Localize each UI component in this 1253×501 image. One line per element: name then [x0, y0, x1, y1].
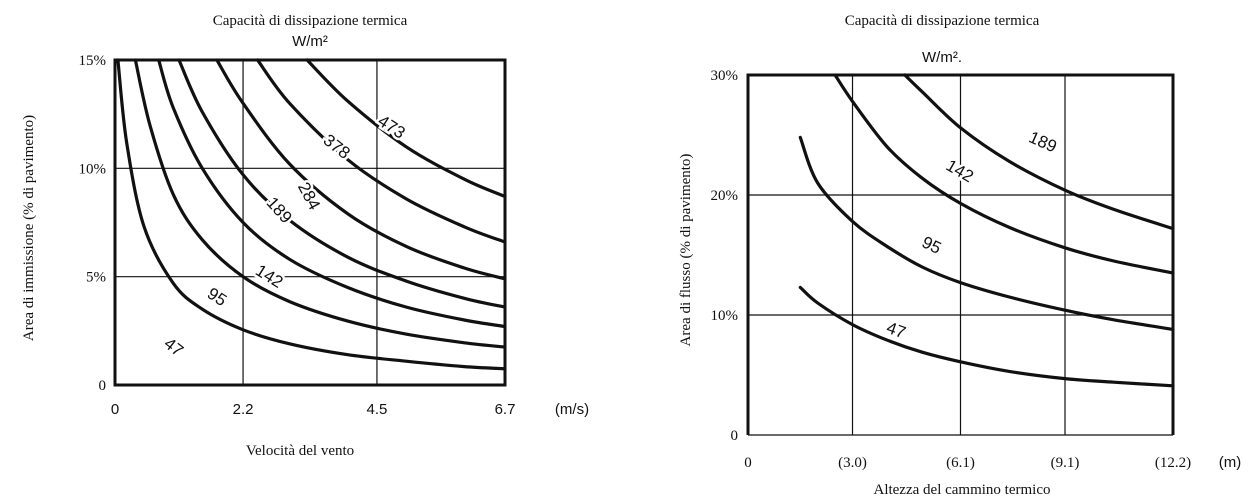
chart-right-series-line-189 — [903, 73, 1175, 231]
chart-left-series-line-378 — [256, 58, 507, 244]
chart-right-title: Capacità di dissipazione termica — [845, 13, 1040, 29]
chart-left-ylabel: Area di immissione (% di pavimento) — [21, 115, 37, 341]
chart-left-series-line-189 — [177, 58, 507, 309]
chart-right-series-label-189: 189 — [1026, 128, 1060, 157]
chart-right-x-unit: (m) — [1219, 454, 1242, 471]
chart-right-y-tick-label: 30% — [711, 68, 739, 84]
chart-left-title: Capacità di dissipazione termica — [213, 13, 408, 29]
chart-left-series-line-95 — [133, 58, 507, 349]
chart-right-x-tick-label: (3.0) — [838, 455, 867, 471]
chart-right-subtitle: W/m². — [922, 49, 962, 66]
chart-left-series-label-284: 284 — [294, 179, 324, 213]
chart-left-series-line-284 — [215, 58, 507, 281]
chart-left-x-tick-label: 0 — [111, 401, 119, 418]
chart-left-y-tick-label: 5% — [86, 270, 106, 286]
chart-left: Capacità di dissipazione termica W/m² Ve… — [21, 13, 589, 459]
chart-left-y-tick-label: 10% — [79, 161, 107, 177]
chart-left-xlabel: Velocità del vento — [246, 443, 354, 459]
chart-right-ylabel: Area di flusso (% di pavimento) — [678, 154, 694, 347]
chart-left-series-label-378: 378 — [320, 130, 354, 162]
chart-right-series-label-95: 95 — [919, 233, 944, 258]
chart-right-series-line-142 — [833, 73, 1175, 275]
chart-left-x-tick-label: 4.5 — [367, 401, 388, 418]
chart-left-x-unit: (m/s) — [555, 401, 589, 418]
chart-left-y-tick-label: 0 — [99, 378, 107, 394]
chart-right: Capacità di dissipazione termica W/m². A… — [678, 13, 1241, 498]
chart-left-frame — [113, 58, 507, 387]
chart-right-series-label-142: 142 — [943, 156, 977, 187]
chart-left-series-line-47 — [116, 58, 507, 371]
chart-left-series-label-95: 95 — [204, 284, 230, 310]
chart-right-series-line-95 — [798, 135, 1175, 331]
chart-left-ticks: 0 2.2 4.5 6.7 0 5% 10% 15% — [79, 53, 516, 418]
chart-right-x-tick-label: (12.2) — [1155, 455, 1191, 471]
chart-right-x-tick-label: (6.1) — [946, 455, 975, 471]
chart-right-x-tick-label: 0 — [744, 455, 752, 471]
chart-right-x-tick-label: (9.1) — [1051, 455, 1080, 471]
chart-right-frame — [746, 73, 1175, 435]
chart-left-series-line-473 — [305, 58, 507, 199]
chart-right-ticks: 0 (3.0) (6.1) (9.1) (12.2) 0 10% 20% 30% — [711, 68, 1192, 471]
chart-left-series-label-47: 47 — [160, 334, 187, 361]
chart-right-xlabel: Altezza del cammino termico — [873, 482, 1050, 498]
chart-left-series-line-142 — [157, 58, 507, 329]
chart-left-y-tick-label: 15% — [79, 53, 107, 69]
chart-right-y-tick-label: 10% — [711, 308, 739, 324]
chart-left-series-label-473: 473 — [375, 111, 409, 142]
chart-right-y-tick-label: 0 — [731, 428, 739, 444]
chart-left-x-tick-label: 6.7 — [495, 401, 516, 418]
chart-right-y-tick-label: 20% — [711, 188, 739, 204]
chart-right-series-line-47 — [798, 285, 1175, 388]
chart-left-subtitle: W/m² — [292, 33, 328, 50]
chart-left-x-tick-label: 2.2 — [233, 401, 254, 418]
